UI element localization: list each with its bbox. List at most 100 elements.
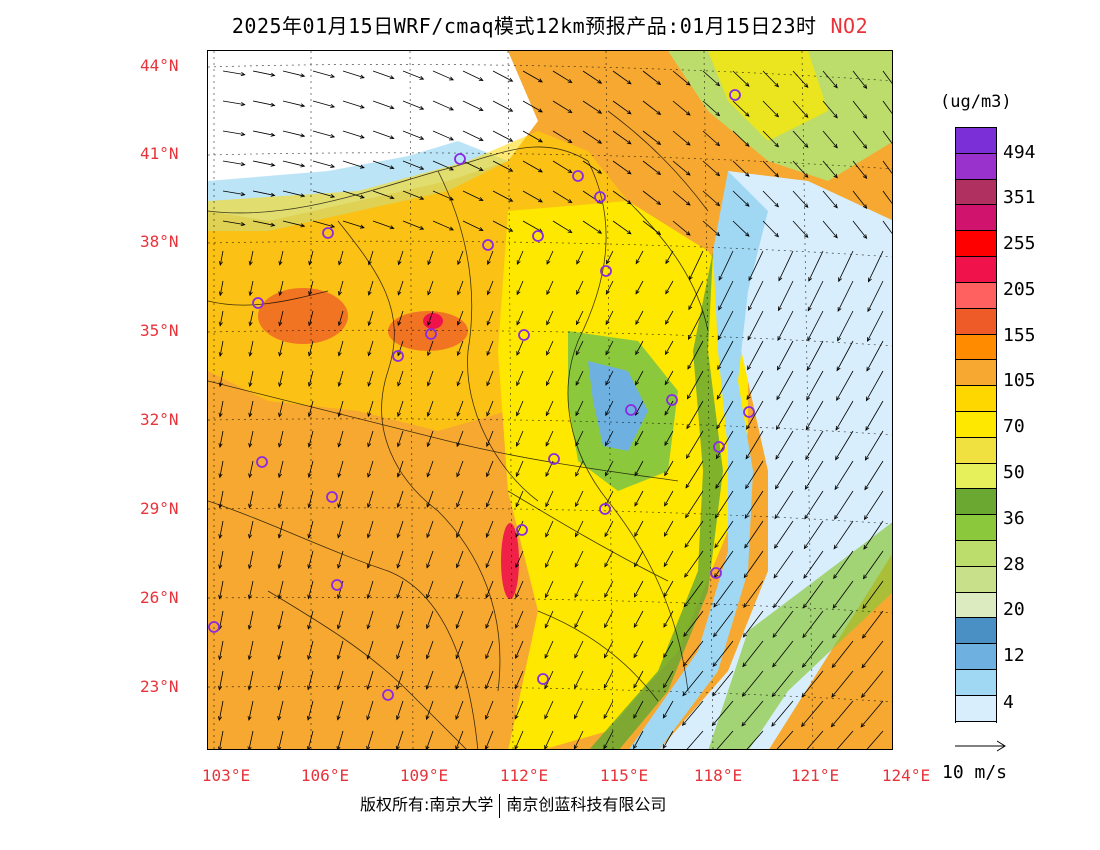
wind-arrow — [219, 430, 224, 448]
wind-arrow-head — [862, 574, 868, 580]
wind-arrow-head — [359, 224, 365, 229]
wind-arrow — [402, 160, 424, 170]
wind-arrow-head — [485, 502, 490, 508]
wind-arrow — [278, 520, 284, 538]
wind-arrow — [664, 520, 674, 537]
wind-arrow-head — [604, 623, 609, 629]
wind-arrow-head — [367, 381, 372, 387]
wind-arrow — [432, 190, 454, 201]
wind-arrow — [282, 190, 305, 197]
wind-arrow — [487, 250, 494, 265]
wind-arrow-head — [626, 140, 632, 145]
wind-arrow-head — [688, 275, 693, 281]
wind-arrow-head — [805, 425, 810, 431]
wind-arrow-head — [597, 109, 603, 114]
wind-arrow-head — [635, 320, 640, 325]
wind-arrow — [308, 580, 314, 599]
wind-arrow-head — [567, 228, 573, 234]
wind-arrow — [279, 250, 284, 265]
wind-arrow-head — [604, 471, 609, 477]
wind-arrow — [282, 100, 305, 107]
wind-arrow — [804, 460, 824, 490]
wind-arrow — [546, 310, 554, 325]
wind-arrow-head — [633, 623, 638, 629]
wind-arrow-head — [396, 624, 401, 630]
wind-arrow — [801, 670, 824, 697]
wind-arrow-head — [714, 543, 719, 549]
wind-arrow-head — [248, 412, 253, 418]
wind-arrow-head — [419, 165, 425, 170]
wind-arrow-head — [837, 336, 842, 342]
city-station-marker — [482, 239, 494, 251]
wind-arrow-head — [567, 168, 573, 174]
copyright-left: 版权所有:南京大学 — [360, 795, 494, 814]
wind-arrow — [282, 130, 305, 137]
wind-arrow — [368, 310, 374, 326]
wind-arrow — [338, 280, 344, 296]
wind-arrow — [575, 430, 584, 446]
wind-arrow — [308, 520, 314, 538]
wind-arrow — [455, 640, 464, 659]
wind-arrow — [685, 490, 704, 518]
wind-arrow-head — [656, 140, 662, 146]
wind-arrow — [342, 100, 365, 109]
wind-arrow — [516, 310, 524, 325]
wind-arrow — [732, 160, 750, 177]
wind-arrow — [544, 670, 554, 689]
wind-arrow-head — [664, 410, 669, 416]
wind-arrow — [612, 130, 632, 145]
wind-arrow-head — [544, 654, 549, 659]
wind-arrow-head — [833, 574, 838, 580]
wind-arrow — [604, 610, 614, 628]
wind-arrow-head — [300, 193, 306, 198]
wind-arrow-head — [337, 291, 342, 296]
wind-arrow-head — [397, 381, 402, 387]
wind-arrow-head — [663, 532, 668, 537]
wind-arrow-head — [277, 533, 282, 539]
wind-arrow-head — [773, 573, 778, 579]
wind-arrow — [861, 670, 884, 698]
wind-arrow — [762, 70, 779, 88]
wind-arrow — [278, 730, 284, 749]
wind-arrow-head — [277, 473, 282, 479]
wind-arrow-head — [663, 562, 668, 568]
wind-arrow — [803, 580, 824, 608]
wind-arrow-head — [743, 573, 748, 579]
wind-arrow — [545, 580, 554, 598]
legend-swatch — [956, 282, 996, 309]
wind-arrow-head — [862, 84, 868, 89]
wind-arrow — [456, 400, 464, 417]
wind-arrow-head — [366, 715, 371, 721]
wind-arrow — [836, 340, 854, 371]
map-title: 2025年01月15日WRF/cmaq模式12km预报产品:01月15日23时 N… — [0, 10, 1100, 39]
wind-arrow-head — [359, 164, 365, 169]
wind-arrow — [635, 280, 644, 295]
wind-arrow — [219, 580, 224, 599]
city-station-marker — [532, 230, 544, 242]
wind-arrow — [248, 700, 254, 721]
wind-arrow — [426, 490, 434, 508]
wind-arrow-head — [516, 351, 521, 356]
wind-arrow-head — [634, 501, 639, 507]
wind-arrow-head — [426, 563, 431, 569]
wind-arrow-head — [336, 624, 341, 630]
wind-arrow — [427, 460, 434, 477]
wind-arrow — [635, 400, 644, 416]
legend-unit: (ug/m3) — [940, 92, 1012, 112]
wind-arrow — [252, 190, 275, 196]
wind-arrow — [836, 370, 854, 401]
wind-arrow-head — [862, 174, 868, 179]
wind-arrow — [806, 370, 824, 401]
wind-arrow-head — [802, 633, 807, 639]
wind-arrow-head — [395, 745, 400, 749]
wind-arrow-head — [359, 194, 365, 199]
wind-arrow-head — [741, 721, 746, 727]
wind-arrow — [456, 430, 464, 447]
wind-arrow-head — [270, 222, 276, 227]
wind-arrow-head — [419, 105, 425, 110]
wind-arrow-head — [803, 203, 809, 208]
wind-arrow — [514, 700, 524, 719]
hotspot-2-core — [423, 313, 443, 329]
legend-swatch — [956, 334, 996, 361]
wind-arrow-head — [626, 200, 632, 205]
